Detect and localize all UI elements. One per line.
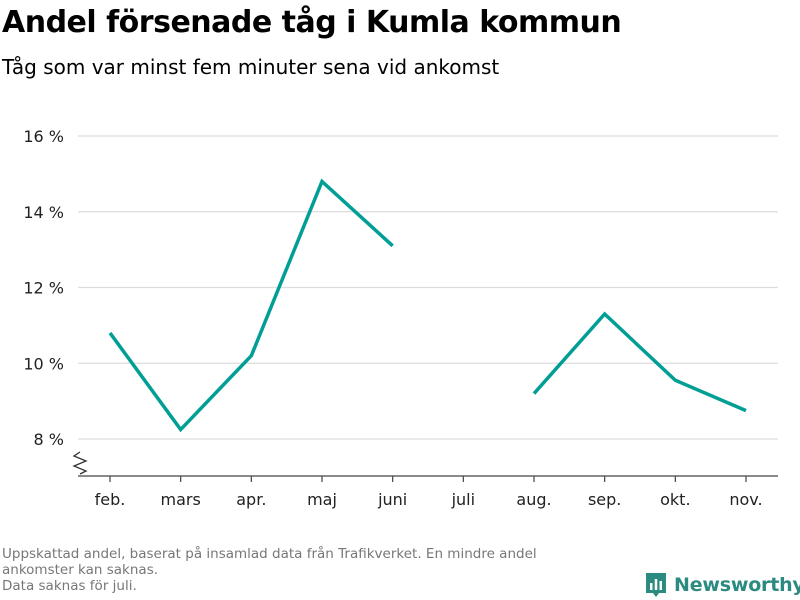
y-tick-labels: 8 % 10 % 12 % 14 % 16 % [23,127,64,449]
x-tick-label: maj [307,490,337,509]
x-tick-label: okt. [660,490,690,509]
series-lines [108,178,747,433]
brand-logo: Newsworthy [644,570,800,600]
x-tick-label: aug. [516,490,551,509]
chart-title: Andel försenade tåg i Kumla kommun [2,5,622,40]
x-tick-label: sep. [588,490,621,509]
y-tick-label: 14 % [23,203,64,222]
y-tick-label: 16 % [23,127,64,146]
x-tick-label: nov. [729,490,762,509]
y-tick-label: 8 % [34,430,64,449]
series-line-segment [532,311,747,413]
x-axis [72,451,778,477]
footer-line-1: Uppskattad andel, baserat på insamlad da… [2,546,537,562]
brand-name: Newsworthy [674,574,800,596]
footer-note: Uppskattad andel, baserat på insamlad da… [2,546,642,594]
axis-break-icon [72,451,88,475]
x-tick-label: apr. [236,490,266,509]
grid-lines [78,135,778,440]
x-tick-label: feb. [95,490,126,509]
x-tick-label: mars [161,490,201,509]
x-tick-labels: feb. mars apr. maj juni juli aug. sep. okt. nov. [95,476,763,509]
y-tick-label: 10 % [23,354,64,373]
newsworthy-logo-icon [646,573,666,597]
line-chart: 8 % 10 % 12 % 14 % 16 % feb. mars apr. maj juni j… [23,127,778,509]
x-tick-label: juli [451,490,475,509]
footer-line-2: ankomster kan saknas. [2,562,159,578]
series-line-segment [108,178,394,433]
y-tick-label: 12 % [23,279,64,298]
footer-line-3: Data saknas för juli. [2,578,137,594]
chart-subtitle: Tåg som var minst fem minuter sena vid a… [2,55,500,79]
x-tick-label: juni [377,490,407,509]
